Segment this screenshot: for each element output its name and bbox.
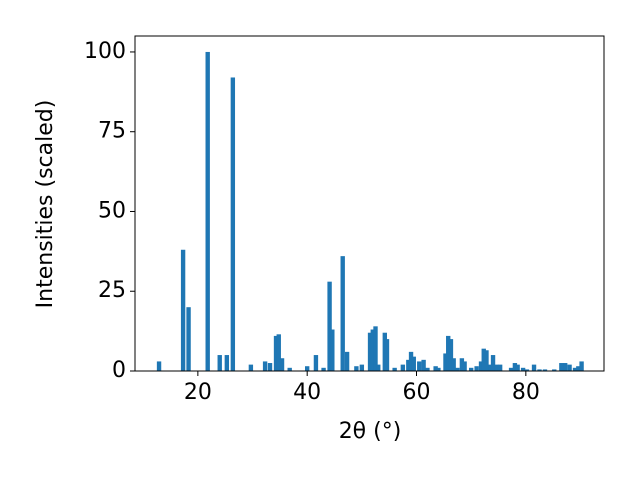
bar bbox=[313, 355, 319, 371]
bar bbox=[576, 366, 581, 371]
bar bbox=[267, 363, 273, 371]
bar bbox=[455, 367, 460, 371]
y-tick-label: 50 bbox=[98, 198, 126, 223]
bar bbox=[370, 329, 375, 371]
bar bbox=[552, 369, 557, 371]
bar bbox=[542, 369, 548, 371]
bar bbox=[273, 335, 279, 371]
y-axis-label: Intensities (scaled) bbox=[33, 100, 58, 309]
bar bbox=[490, 355, 496, 371]
bar bbox=[392, 367, 397, 371]
bar bbox=[484, 350, 489, 371]
bar bbox=[446, 335, 451, 371]
bar bbox=[373, 326, 378, 371]
bar bbox=[376, 364, 381, 371]
bar bbox=[279, 358, 285, 371]
bar bbox=[567, 364, 572, 371]
bar bbox=[276, 334, 281, 371]
bar bbox=[462, 361, 467, 371]
bar bbox=[448, 339, 454, 371]
bar bbox=[481, 348, 486, 371]
bar bbox=[224, 355, 230, 371]
bar bbox=[524, 369, 530, 371]
bar bbox=[579, 361, 584, 371]
bar bbox=[156, 361, 162, 371]
bar bbox=[406, 359, 411, 371]
bar bbox=[443, 353, 448, 371]
bar bbox=[421, 359, 426, 371]
bar bbox=[408, 351, 414, 371]
bar bbox=[344, 351, 350, 371]
bar bbox=[230, 77, 236, 371]
y-tick-label: 100 bbox=[84, 39, 126, 64]
bar bbox=[468, 367, 474, 371]
bar bbox=[340, 256, 345, 371]
bar bbox=[494, 364, 499, 371]
bar bbox=[359, 364, 365, 371]
bar bbox=[354, 366, 359, 371]
bar bbox=[508, 367, 514, 371]
bar bbox=[559, 363, 564, 371]
x-axis-label: 2θ (°) bbox=[339, 419, 402, 444]
bar bbox=[180, 249, 186, 371]
bar bbox=[304, 366, 310, 371]
bar bbox=[248, 364, 254, 371]
bar bbox=[186, 307, 191, 371]
bar bbox=[417, 361, 422, 371]
bar bbox=[459, 358, 465, 371]
bar bbox=[367, 332, 373, 371]
bar bbox=[217, 355, 222, 371]
y-tick-label: 25 bbox=[98, 278, 126, 303]
bar bbox=[400, 364, 406, 371]
bar bbox=[330, 329, 335, 371]
bar bbox=[497, 364, 503, 371]
bar bbox=[262, 361, 268, 371]
bar bbox=[451, 358, 456, 371]
bar bbox=[321, 367, 326, 371]
bar bbox=[572, 367, 578, 371]
bar bbox=[425, 367, 430, 371]
x-tick-label: 80 bbox=[512, 380, 540, 405]
bar bbox=[287, 367, 292, 371]
bar bbox=[478, 361, 484, 371]
bar bbox=[327, 281, 332, 371]
bar bbox=[563, 363, 568, 371]
bar bbox=[474, 366, 479, 371]
bar bbox=[488, 364, 493, 371]
bar bbox=[531, 364, 537, 371]
x-tick-label: 40 bbox=[293, 380, 321, 405]
bar bbox=[433, 366, 438, 371]
bar bbox=[537, 369, 542, 371]
bar bbox=[520, 367, 526, 371]
plot-frame bbox=[134, 35, 605, 372]
x-tick-label: 20 bbox=[184, 380, 212, 405]
y-tick-label: 0 bbox=[112, 358, 126, 383]
bar bbox=[436, 367, 441, 371]
bar bbox=[205, 51, 210, 371]
bar bbox=[512, 363, 518, 371]
bar bbox=[384, 339, 390, 371]
bar bbox=[515, 364, 520, 371]
bar bbox=[411, 356, 416, 371]
y-tick-label: 75 bbox=[98, 119, 126, 144]
x-tick-label: 60 bbox=[403, 380, 431, 405]
